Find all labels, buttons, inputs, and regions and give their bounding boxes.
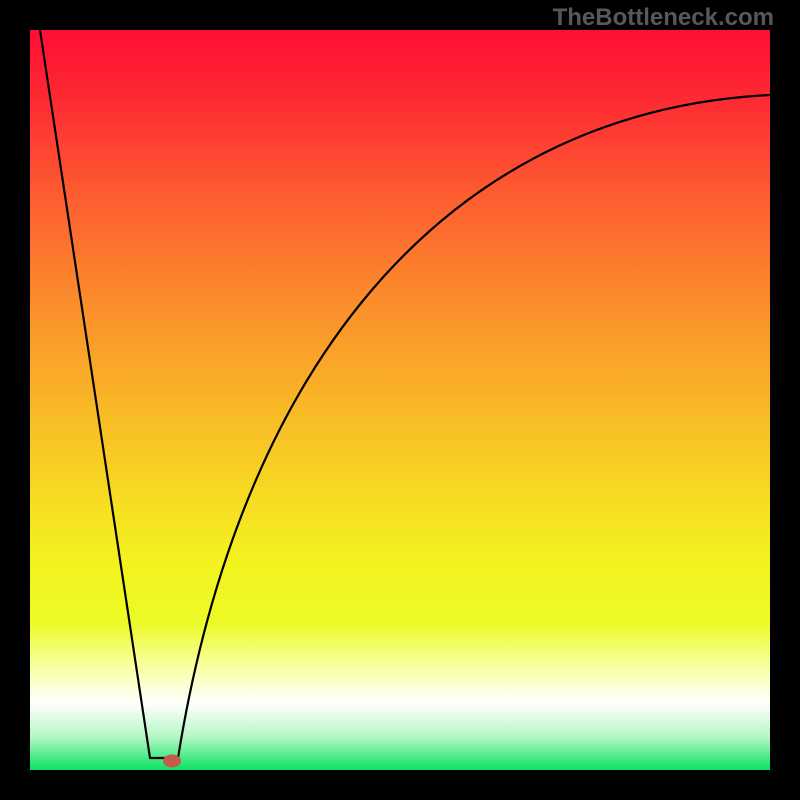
- chart-svg: [0, 0, 800, 800]
- plot-background: [30, 30, 770, 770]
- chart-frame: TheBottleneck.com: [0, 0, 800, 800]
- watermark-label: TheBottleneck.com: [553, 4, 774, 32]
- optimal-marker: [163, 755, 181, 768]
